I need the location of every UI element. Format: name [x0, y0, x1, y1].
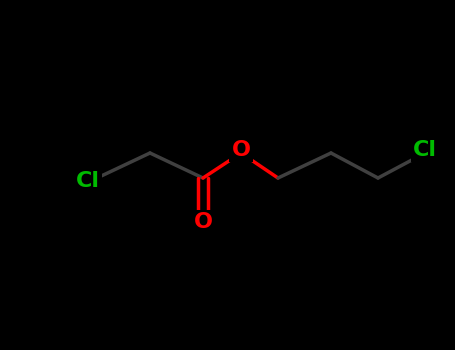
Text: Cl: Cl	[413, 140, 437, 160]
Text: O: O	[193, 212, 212, 232]
Text: O: O	[232, 140, 251, 160]
Text: Cl: Cl	[76, 171, 100, 191]
